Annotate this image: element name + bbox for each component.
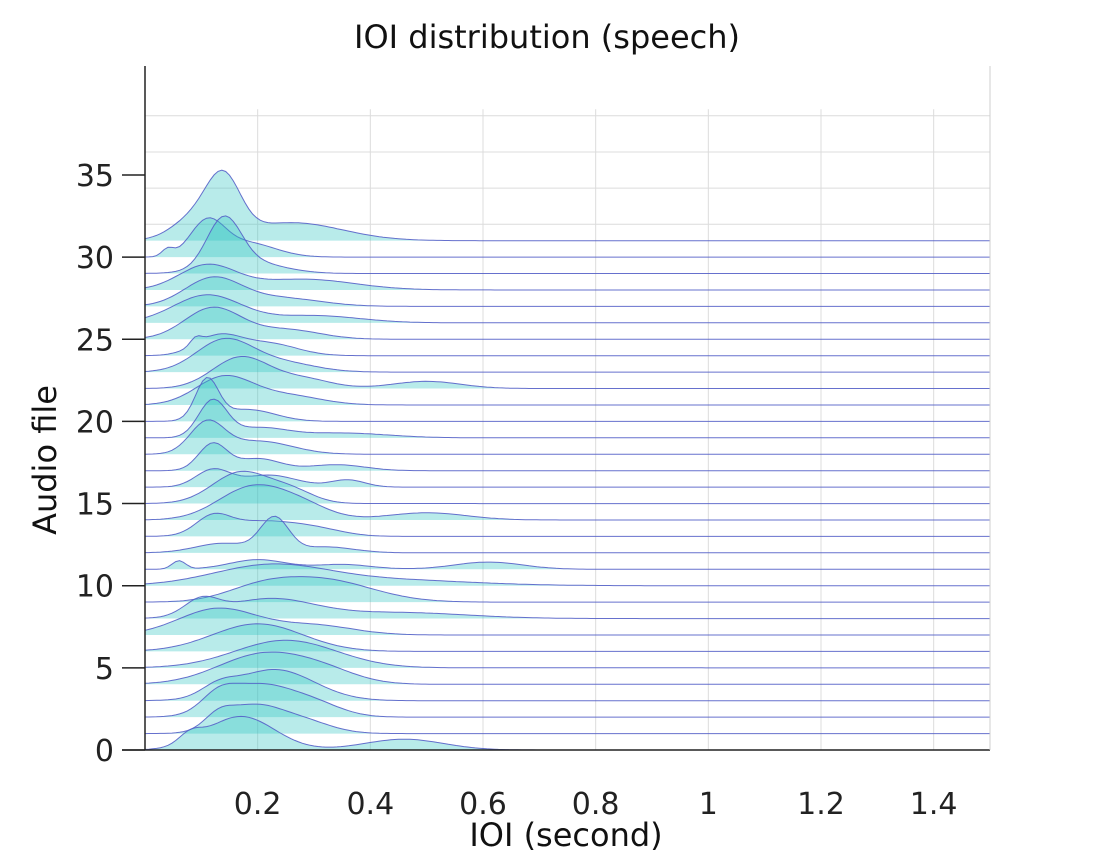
ridge-fill-4: [145, 669, 990, 701]
ridge-line-27: [144, 294, 990, 324]
ridge-fill-24: [145, 338, 990, 373]
ridge-line-11: [144, 563, 990, 587]
ridge-fill-27: [145, 294, 990, 323]
x-tick-label: 0.8: [572, 787, 620, 822]
y-tick-label: 5: [95, 652, 114, 687]
ridge-line-22: [144, 375, 990, 406]
ridge-line-28: [144, 276, 990, 307]
ridge-fill-30: [145, 215, 990, 274]
ridge-line-32: [144, 169, 990, 242]
ridge-line-19: [144, 419, 990, 455]
ridge-fill-25: [145, 333, 990, 356]
chart-title: IOI distribution (speech): [354, 18, 740, 56]
ridge-line-12: [145, 559, 990, 570]
ridge-fill-14: [145, 513, 990, 537]
ridge-fill-1: [145, 716, 990, 750]
ridge-fill-18: [145, 442, 990, 471]
ridge-line-26: [144, 306, 990, 340]
x-tick-label: 0.4: [346, 787, 394, 822]
y-tick-label: 20: [76, 405, 114, 440]
ridge-line-23: [145, 356, 990, 389]
ridge-line-30: [144, 215, 990, 274]
ridge-line-20: [145, 398, 990, 439]
ridge-line-24: [144, 337, 990, 373]
ridge-line-25: [144, 333, 990, 357]
ridge-line-4: [144, 669, 990, 702]
axes: [122, 66, 991, 751]
y-tick-label: 25: [76, 323, 114, 358]
x-tick-label: 0.6: [459, 787, 507, 822]
ridge-line-16: [144, 470, 990, 505]
ridge-fill-6: [145, 640, 990, 668]
x-tick-label: 1: [699, 787, 718, 822]
tick-labels: 0.2 0.4 0.6 0.8 1 1.2 1.4 0 5 10 15 20 25 30 35: [76, 159, 958, 822]
ridge-series: [144, 169, 990, 751]
ridge-fill-20: [145, 399, 990, 438]
ridge-line-13: [145, 515, 990, 554]
ridge-line-14: [145, 512, 990, 537]
x-tick-label: 1.2: [797, 787, 845, 822]
ridge-fill-19: [145, 419, 990, 455]
ridge-fill-12: [145, 559, 990, 570]
ridge-fill-32: [145, 170, 990, 241]
ridge-line-3: [145, 682, 990, 718]
ridge-line-8: [144, 607, 990, 636]
ridge-fill-26: [145, 307, 990, 340]
ridge-line-21: [145, 376, 990, 422]
ridge-line-7: [144, 623, 990, 652]
ridge-fill-15: [145, 484, 990, 520]
ridge-line-17: [145, 468, 990, 488]
x-tick-label: 1.4: [910, 787, 958, 822]
ridge-line-2: [144, 703, 990, 735]
ridge-line-9: [144, 595, 990, 620]
grid-lines: [145, 109, 990, 750]
ridge-fill-5: [145, 652, 990, 685]
ridge-fill-9: [145, 596, 990, 619]
ridge-fill-10: [145, 576, 990, 603]
ridge-fill-7: [145, 623, 990, 652]
ridge-line-15: [144, 484, 990, 521]
ridge-line-29: [144, 263, 990, 291]
ridge-fill-11: [145, 563, 990, 586]
ridge-fill-29: [145, 264, 990, 290]
y-tick-label: 15: [76, 488, 114, 523]
ridge-fill-2: [145, 704, 990, 734]
ridge-line-18: [145, 442, 990, 472]
ridge-line-5: [144, 651, 990, 685]
ridge-fill-22: [145, 375, 990, 405]
ridge-fill-31: [145, 217, 990, 258]
ridge-line-31: [144, 217, 990, 258]
y-tick-label: 35: [76, 159, 114, 194]
y-tick-label: 0: [95, 734, 114, 769]
ridge-line-10: [145, 576, 990, 603]
ridge-fill-21: [145, 377, 990, 422]
ridge-fill-17: [145, 468, 990, 488]
ridge-fill-3: [145, 683, 990, 718]
ridge-line-6: [144, 639, 990, 669]
ridge-fill-8: [145, 608, 990, 635]
x-axis-label: IOI (second): [469, 816, 663, 854]
x-tick-label: 0.2: [234, 787, 282, 822]
y-tick-label: 10: [76, 570, 114, 605]
y-axis-label: Audio file: [26, 385, 64, 535]
ridge-fill-13: [145, 516, 990, 553]
y-tick-label: 30: [76, 241, 114, 276]
